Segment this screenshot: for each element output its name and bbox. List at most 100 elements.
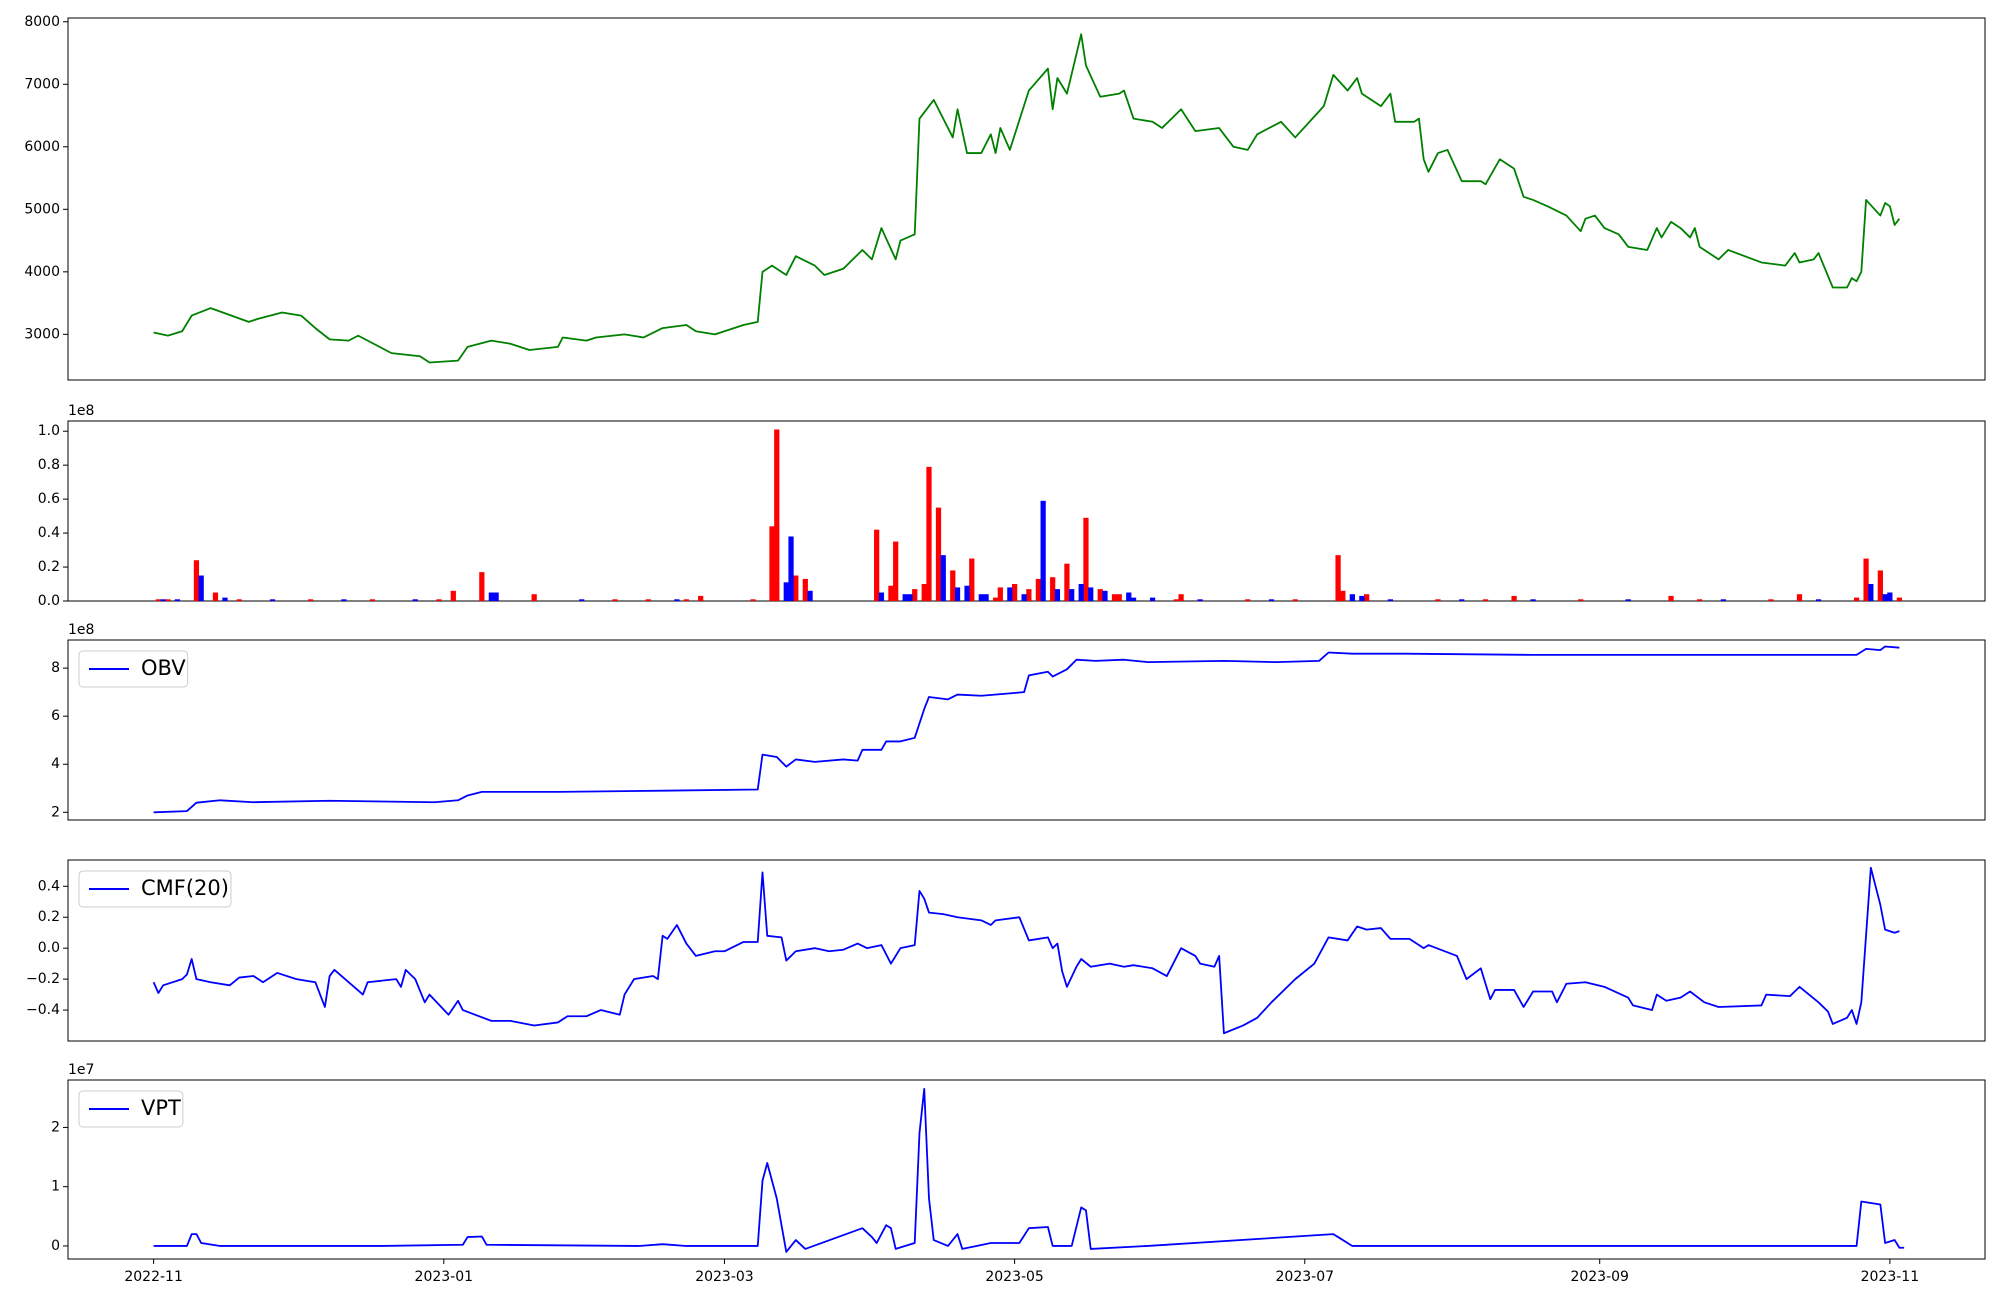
axes-frame [67, 17, 1986, 381]
volume-bar [921, 584, 927, 601]
legend-label: CMF(20) [141, 876, 229, 900]
volume-bar [1130, 597, 1137, 601]
volume-bar [412, 599, 418, 601]
y-tick-label: 8 [51, 660, 60, 676]
volume-bar [479, 572, 485, 601]
volume-bar [698, 595, 704, 601]
y-tick-label: 5000 [24, 201, 60, 217]
line-series [153, 33, 1901, 364]
legend: VPT [78, 1090, 184, 1128]
volume-bar [1054, 589, 1061, 601]
volume-bar [1511, 595, 1517, 601]
volume-bar [1482, 599, 1489, 601]
volume-bar [902, 594, 908, 601]
y-tick-label: 7000 [24, 76, 60, 92]
volume-bar [1668, 595, 1674, 601]
volume-bar [1197, 599, 1203, 601]
volume-bar [1863, 558, 1869, 601]
panel: −0.4 −0.2 0.0 0.2 0.4 [26, 859, 1986, 1042]
volume-bar [992, 597, 999, 601]
legend-box [78, 1090, 184, 1128]
y-tick-label: 0.4 [38, 525, 60, 541]
volume-bar [783, 582, 789, 601]
x-tick-label: 2023-05 [985, 1269, 1044, 1285]
offset-text: 1e8 [68, 403, 94, 419]
volume-bar [236, 599, 242, 601]
y-tick-label: −0.2 [26, 971, 60, 987]
volume-bar [935, 507, 942, 601]
volume-bar [369, 599, 376, 601]
volume-bar [436, 599, 442, 601]
offset-text: 1e7 [68, 1062, 94, 1078]
volume-bar [1340, 590, 1346, 601]
x-tick-label: 2023-03 [695, 1269, 754, 1285]
volume-bar [1102, 590, 1108, 601]
volume-bar [1292, 599, 1298, 601]
volume-bar [1088, 587, 1094, 601]
axes-frame [67, 859, 1986, 1042]
volume-bar [222, 597, 228, 601]
volume-bar [493, 592, 499, 601]
volume-bar [531, 594, 537, 601]
volume-bar [1083, 517, 1089, 601]
volume-bar [1335, 555, 1341, 601]
axes-frame [67, 420, 1986, 602]
volume-bar [269, 599, 276, 601]
volume-bar [888, 585, 894, 601]
volume-bar [954, 587, 961, 601]
volume-bar [769, 526, 775, 601]
volume-bar [160, 599, 166, 601]
volume-bar [488, 592, 494, 601]
volume-bar [1696, 599, 1703, 601]
panel: 2 4 6 8 1e8 [51, 622, 1986, 821]
volume-bar [1126, 592, 1132, 601]
volume-bar [1363, 594, 1370, 601]
volume-bar [212, 592, 219, 601]
volume-bar [907, 594, 913, 601]
x-tick-label: 2023-11 [1861, 1269, 1920, 1285]
volume-bar [807, 590, 813, 601]
volume-bar [940, 555, 946, 601]
volume-bar [1796, 594, 1803, 601]
panel: 3000 4000 5000 6000 7000 8000 [24, 14, 1986, 381]
volume-bar [1868, 584, 1874, 601]
volume-bar [1578, 599, 1584, 601]
volume-bar [983, 594, 989, 601]
axes-frame [67, 639, 1986, 821]
y-tick-label: 2 [51, 1119, 60, 1135]
volume-bar [750, 599, 756, 601]
y-tick-label: 6000 [24, 139, 60, 155]
legend: OBV [78, 650, 189, 688]
volume-bar [450, 590, 456, 601]
volume-bar [1116, 594, 1122, 601]
line-series [152, 866, 1900, 1035]
volume-bar [878, 592, 885, 601]
volume-bar [307, 599, 314, 601]
volume-bar [774, 429, 780, 601]
legend: CMF(20) [78, 870, 232, 908]
volume-bar [978, 594, 984, 601]
volume-bar [1040, 500, 1046, 601]
volume-bar [1387, 599, 1394, 601]
y-tick-label: 0.2 [38, 559, 60, 575]
volume-bar [1097, 589, 1103, 601]
volume-bar [1530, 599, 1536, 601]
volume-bar [1768, 599, 1774, 601]
x-tick-label: 2022-11 [124, 1269, 183, 1285]
y-tick-label: 1 [51, 1179, 60, 1195]
volume-bar [1625, 599, 1631, 601]
volume-bar [964, 585, 970, 601]
x-tick-label: 2023-09 [1570, 1269, 1629, 1285]
volume-bar [1069, 589, 1075, 601]
line-series [153, 645, 1900, 814]
volume-bar [802, 578, 808, 601]
volume-bar [893, 541, 899, 601]
volume-bar [1887, 592, 1893, 601]
volume-bar [950, 570, 956, 601]
volume-bar [1173, 599, 1179, 601]
volume-bar [1815, 599, 1822, 601]
y-tick-label: 8000 [24, 14, 60, 30]
x-tick-label: 2023-07 [1276, 1269, 1335, 1285]
volume-bar [1896, 597, 1902, 601]
